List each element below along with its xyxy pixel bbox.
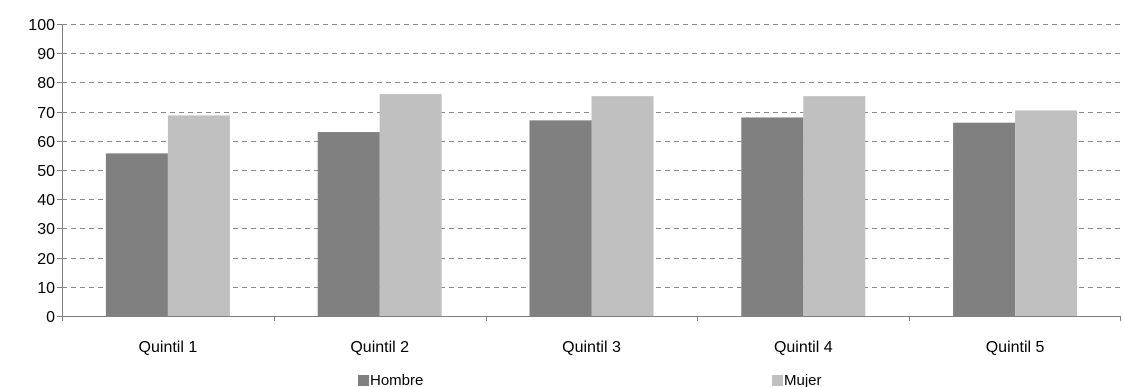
axes (57, 24, 1121, 321)
legend-swatch-mujer (772, 375, 783, 386)
bar-mujer-3 (591, 96, 654, 317)
y-tick-label: 30 (37, 221, 55, 238)
y-tick-label: 40 (37, 192, 55, 209)
x-tick-label: Quintil 2 (350, 339, 409, 356)
legend: Hombre Mujer (358, 372, 822, 387)
legend-swatch-hombre (358, 375, 369, 386)
x-tick-label: Quintil 1 (139, 339, 198, 356)
y-tick-label: 70 (37, 105, 55, 122)
x-tick-label: Quintil 4 (774, 339, 833, 356)
bar-hombre-4 (741, 117, 804, 316)
y-tick-label: 50 (37, 163, 55, 180)
gridlines (62, 24, 1121, 288)
bar-hombre-3 (529, 120, 592, 316)
bar-hombre-5 (953, 122, 1016, 316)
y-tick-label: 20 (37, 251, 55, 268)
y-tick-label: 100 (28, 17, 55, 34)
x-tick-label: Quintil 5 (986, 339, 1045, 356)
y-tick-label: 80 (37, 75, 55, 92)
x-tick-label: Quintil 3 (562, 339, 621, 356)
legend-label-hombre: Hombre (370, 372, 423, 387)
legend-label-mujer: Mujer (784, 372, 822, 387)
bar-mujer-2 (379, 94, 442, 316)
y-tick-label: 90 (37, 46, 55, 63)
y-tick-label: 0 (46, 309, 55, 326)
bar-mujer-1 (167, 115, 230, 316)
y-tick-label: 60 (37, 134, 55, 151)
x-axis-labels: Quintil 1 Quintil 2 Quintil 3 Quintil 4 Quin… (139, 339, 1045, 356)
bar-mujer-5 (1015, 110, 1078, 316)
bar-mujer-4 (803, 96, 866, 317)
bar-hombre-1 (105, 153, 168, 316)
y-axis-ticks: 0 10 20 30 40 50 60 70 80 90 100 (28, 17, 55, 326)
bars (105, 94, 1078, 317)
y-tick-label: 10 (37, 280, 55, 297)
bar-hombre-2 (317, 132, 380, 316)
